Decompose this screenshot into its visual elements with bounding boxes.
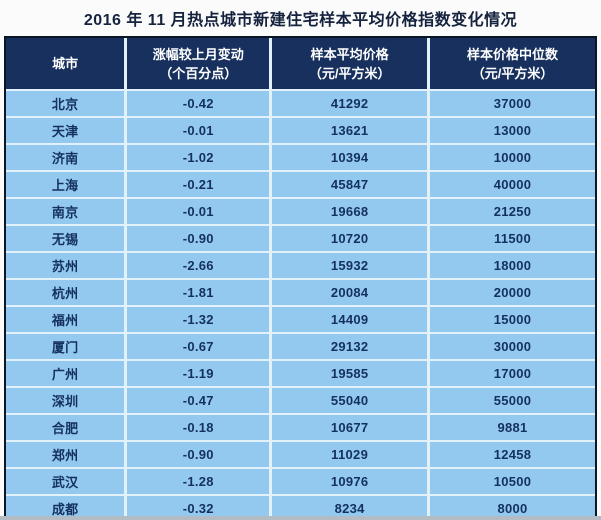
column-header-1: 涨幅较上月变动 （个百分点） — [127, 38, 273, 89]
median-price-cell: 30000 — [493, 339, 532, 354]
change-cell: -1.02 — [127, 145, 273, 170]
avg-price-cell: 10976 — [272, 469, 431, 494]
median-price-cell: 21250 — [493, 204, 532, 219]
table-row: 郑州 -0.90 11029 12458 — [6, 440, 595, 467]
change-cell: -0.01 — [127, 118, 273, 143]
median-price-cell: 8000 — [497, 501, 528, 516]
table-row: 苏州 -2.66 15932 18000 — [6, 251, 595, 278]
column-header-line1: 样本平均价格 — [310, 46, 389, 62]
median-price-cell: 10000 — [493, 150, 532, 165]
avg-price-cell: 19668 — [272, 199, 431, 224]
table-row: 北京 -0.42 41292 37000 — [6, 89, 595, 116]
column-header-line1: 城市 — [52, 56, 79, 71]
column-header-3: 样本价格中位数 （元/平方米） — [430, 38, 595, 89]
table-row: 厦门 -0.67 29132 30000 — [6, 332, 595, 359]
median-price-cell: 17000 — [493, 366, 532, 381]
city-cell: 深圳 — [6, 388, 128, 413]
table-row: 无锡 -0.90 10720 11500 — [6, 224, 595, 251]
avg-price-cell: 41292 — [272, 91, 431, 116]
median-price-cell: 40000 — [493, 177, 532, 192]
bottom-edge — [0, 516, 601, 520]
city-cell: 厦门 — [6, 334, 128, 359]
avg-price-cell: 29132 — [272, 334, 431, 359]
change-cell: -1.19 — [127, 361, 273, 386]
change-cell: -1.28 — [127, 469, 273, 494]
table-header-row: 城市 涨幅较上月变动 （个百分点） 样本平均价格 （元/平方米） 样本价格中位数 （元/平方… — [6, 38, 595, 89]
change-cell: -0.67 — [127, 334, 273, 359]
change-cell: -1.81 — [127, 280, 273, 305]
city-cell: 广州 — [6, 361, 128, 386]
avg-price-cell: 10720 — [272, 226, 431, 251]
table-row: 杭州 -1.81 20084 20000 — [6, 278, 595, 305]
avg-price-cell: 11029 — [272, 442, 431, 467]
avg-price-cell: 55040 — [272, 388, 431, 413]
table-body: 北京 -0.42 41292 37000 天津 -0.01 13621 13000 济南 -1.0… — [6, 89, 595, 520]
avg-price-cell: 10677 — [272, 415, 431, 440]
city-cell: 福州 — [6, 307, 128, 332]
median-price-cell: 11500 — [494, 231, 531, 246]
change-cell: -0.47 — [127, 388, 273, 413]
table-row: 深圳 -0.47 55040 55000 — [6, 386, 595, 413]
change-cell: -0.21 — [127, 172, 273, 197]
table-row: 天津 -0.01 13621 13000 — [6, 116, 595, 143]
column-header-2: 样本平均价格 （元/平方米） — [272, 38, 431, 89]
avg-price-cell: 8234 — [272, 496, 431, 520]
column-header-line2: （元/平方米） — [308, 65, 391, 81]
city-cell: 杭州 — [6, 280, 128, 305]
table-row: 上海 -0.21 45847 40000 — [6, 170, 595, 197]
city-cell: 上海 — [6, 172, 128, 197]
price-table: 城市 涨幅较上月变动 （个百分点） 样本平均价格 （元/平方米） 样本价格中位数 （元/平方… — [4, 36, 597, 520]
median-price-cell: 20000 — [493, 285, 532, 300]
change-cell: -0.42 — [127, 91, 273, 116]
median-price-cell: 12458 — [493, 447, 532, 462]
table-row: 成都 -0.32 8234 8000 — [6, 494, 595, 520]
avg-price-cell: 13621 — [272, 118, 431, 143]
median-price-cell: 15000 — [493, 312, 532, 327]
median-price-cell: 18000 — [493, 258, 532, 273]
table-row: 武汉 -1.28 10976 10500 — [6, 467, 595, 494]
change-cell: -0.18 — [127, 415, 273, 440]
city-cell: 北京 — [6, 91, 128, 116]
city-cell: 无锡 — [6, 226, 128, 251]
avg-price-cell: 19585 — [272, 361, 431, 386]
city-cell: 济南 — [6, 145, 128, 170]
city-cell: 合肥 — [6, 415, 128, 440]
table-row: 福州 -1.32 14409 15000 — [6, 305, 595, 332]
avg-price-cell: 14409 — [272, 307, 431, 332]
avg-price-cell: 15932 — [272, 253, 431, 278]
city-cell: 武汉 — [6, 469, 128, 494]
median-price-cell: 13000 — [493, 123, 532, 138]
median-price-cell: 9881 — [497, 420, 528, 435]
change-cell: -1.32 — [127, 307, 273, 332]
column-header-0: 城市 — [6, 38, 128, 89]
page-title: 2016 年 11 月热点城市新建住宅样本平均价格指数变化情况 — [83, 12, 518, 29]
city-cell: 南京 — [6, 199, 128, 224]
change-cell: -0.90 — [127, 226, 273, 251]
median-price-cell: 37000 — [493, 96, 532, 111]
city-cell: 苏州 — [6, 253, 128, 278]
table-row: 合肥 -0.18 10677 9881 — [6, 413, 595, 440]
city-cell: 郑州 — [6, 442, 128, 467]
median-price-cell: 55000 — [493, 393, 532, 408]
change-cell: -0.01 — [127, 199, 273, 224]
city-cell: 天津 — [6, 118, 128, 143]
column-header-line2: （元/平方米） — [471, 65, 554, 81]
change-cell: -0.32 — [127, 496, 273, 520]
column-header-line1: 涨幅较上月变动 — [152, 46, 244, 62]
change-cell: -2.66 — [127, 253, 273, 278]
avg-price-cell: 45847 — [272, 172, 431, 197]
change-cell: -0.90 — [127, 442, 273, 467]
median-price-cell: 10500 — [493, 474, 532, 489]
table-row: 南京 -0.01 19668 21250 — [6, 197, 595, 224]
column-header-line1: 样本价格中位数 — [467, 46, 559, 62]
table-row: 广州 -1.19 19585 17000 — [6, 359, 595, 386]
city-cell: 成都 — [6, 496, 128, 520]
table-row: 济南 -1.02 10394 10000 — [6, 143, 595, 170]
avg-price-cell: 10394 — [272, 145, 431, 170]
avg-price-cell: 20084 — [272, 280, 431, 305]
column-header-line2: （个百分点） — [159, 65, 238, 81]
